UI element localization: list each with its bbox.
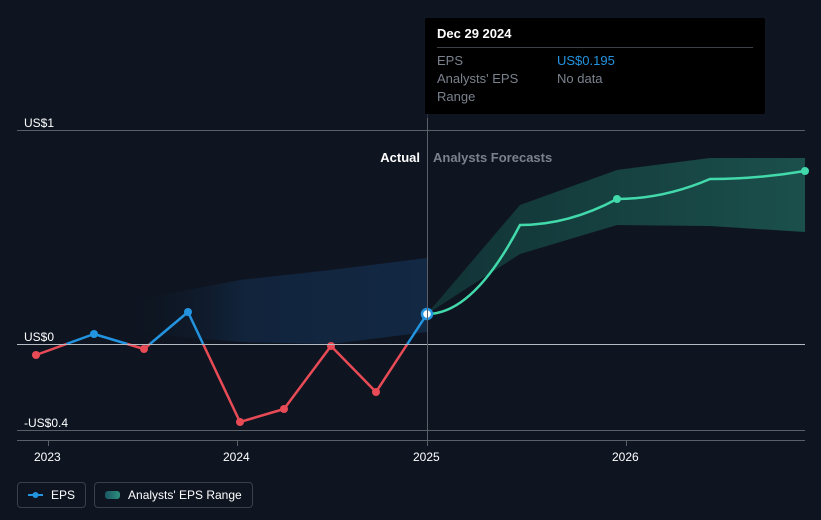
x-tick xyxy=(48,440,49,446)
section-label-forecast: Analysts Forecasts xyxy=(433,150,552,165)
legend-swatch-icon xyxy=(28,491,43,499)
y-axis-label: US$0 xyxy=(24,330,54,344)
legend-item-range[interactable]: Analysts' EPS Range xyxy=(94,482,253,508)
tooltip-row-label: EPS xyxy=(437,52,557,70)
chart-legend: EPS Analysts' EPS Range xyxy=(17,482,253,508)
x-axis-label: 2025 xyxy=(413,450,440,464)
gridline xyxy=(17,430,805,431)
eps-marker[interactable] xyxy=(280,405,288,413)
x-tick xyxy=(626,440,627,446)
x-axis-label: 2026 xyxy=(612,450,639,464)
y-axis-label: US$1 xyxy=(24,116,54,130)
gridline xyxy=(17,130,805,131)
gridline xyxy=(17,344,805,345)
chart-tooltip: Dec 29 2024 EPSUS$0.195Analysts' EPS Ran… xyxy=(425,18,765,114)
eps-marker[interactable] xyxy=(140,345,148,353)
section-label-actual: Actual xyxy=(360,150,420,165)
eps-forecast-chart: US$1 US$0 -US$0.4 Actual Analysts Forecasts… xyxy=(0,0,821,520)
forecast-marker[interactable] xyxy=(613,195,621,203)
eps-marker[interactable] xyxy=(32,351,40,359)
x-axis-label: 2023 xyxy=(34,450,61,464)
hover-vertical-line xyxy=(427,118,428,440)
forecast-marker[interactable] xyxy=(801,167,809,175)
tooltip-row: EPSUS$0.195 xyxy=(437,52,753,70)
eps-marker[interactable] xyxy=(184,308,192,316)
eps-marker[interactable] xyxy=(236,418,244,426)
x-axis-label: 2024 xyxy=(223,450,250,464)
eps-line-segment xyxy=(36,344,66,355)
legend-label: EPS xyxy=(51,488,75,502)
legend-swatch-icon xyxy=(105,491,120,499)
x-tick xyxy=(237,440,238,446)
tooltip-row-label: Analysts' EPS Range xyxy=(437,70,557,106)
y-axis-label: -US$0.4 xyxy=(24,416,68,430)
historical-range-area xyxy=(126,258,427,344)
eps-marker[interactable] xyxy=(372,388,380,396)
legend-item-eps[interactable]: EPS xyxy=(17,482,86,508)
x-tick xyxy=(427,440,428,446)
tooltip-row: Analysts' EPS RangeNo data xyxy=(437,70,753,106)
eps-line-segment xyxy=(203,344,407,422)
tooltip-row-value: US$0.195 xyxy=(557,52,753,70)
forecast-range-area xyxy=(427,158,805,314)
x-axis-line xyxy=(17,440,805,441)
eps-marker[interactable] xyxy=(90,330,98,338)
tooltip-date: Dec 29 2024 xyxy=(437,26,753,48)
legend-label: Analysts' EPS Range xyxy=(128,488,242,502)
tooltip-row-value: No data xyxy=(557,70,753,106)
